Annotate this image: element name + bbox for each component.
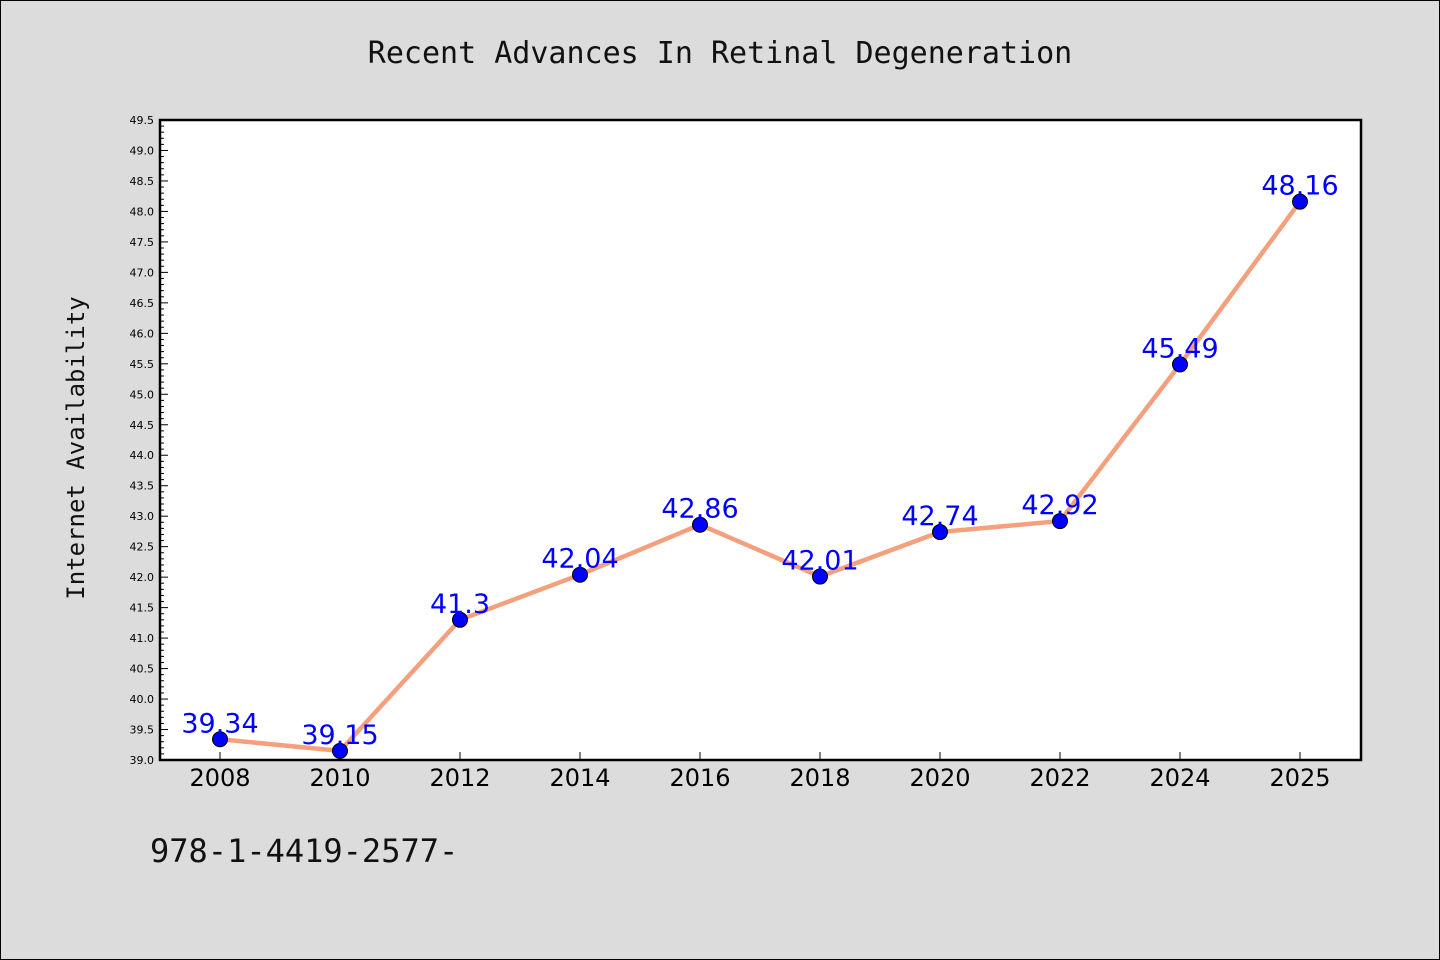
y-tick-label: 39.5 xyxy=(130,724,155,737)
x-tick-label: 2018 xyxy=(789,764,850,792)
y-tick-label: 47.0 xyxy=(130,266,155,279)
x-tick-label: 2024 xyxy=(1149,764,1210,792)
data-point-label: 42.92 xyxy=(1021,490,1098,521)
data-point-label: 42.74 xyxy=(901,501,978,532)
data-point-label: 41.3 xyxy=(430,589,490,620)
y-tick-label: 45.0 xyxy=(130,388,155,401)
x-tick-label: 2022 xyxy=(1029,764,1090,792)
y-tick-label: 39.0 xyxy=(130,754,155,767)
y-tick-label: 45.5 xyxy=(130,358,155,371)
data-point-marker xyxy=(932,524,948,541)
y-tick-label: 40.5 xyxy=(130,663,155,676)
y-tick-label: 47.5 xyxy=(130,236,155,249)
y-tick-label: 40.0 xyxy=(130,693,155,706)
data-point-marker xyxy=(1052,513,1068,530)
y-tick-label: 41.5 xyxy=(130,602,155,615)
x-tick-label: 2010 xyxy=(309,764,370,792)
x-tick-label: 2008 xyxy=(189,764,250,792)
x-tick-label: 2014 xyxy=(549,764,610,792)
data-point-marker xyxy=(812,568,828,585)
y-tick-label: 44.0 xyxy=(130,449,155,462)
x-axis: 2008 2010 2012 2014 2016 2018 2020 2022 2024 2025 xyxy=(189,752,1331,792)
y-axis-label: Internet Availability xyxy=(62,296,90,599)
y-tick-label: 42.5 xyxy=(130,541,155,554)
y-tick-label: 46.0 xyxy=(130,327,155,340)
data-markers xyxy=(212,193,1308,759)
y-tick-label: 44.5 xyxy=(130,419,155,432)
data-point-marker xyxy=(452,611,468,628)
data-point-label: 42.01 xyxy=(781,546,858,577)
data-point-label: 42.04 xyxy=(541,544,618,575)
x-tick-label: 2012 xyxy=(429,764,490,792)
y-tick-label: 43.5 xyxy=(130,480,155,493)
plot-area xyxy=(158,118,1363,762)
series-line xyxy=(219,200,1302,754)
data-point-marker xyxy=(212,731,228,748)
data-point-label: 48.16 xyxy=(1261,171,1338,202)
data-labels: 39.34 39.15 41.3 42.04 42.86 42.01 42.74 42.92 4… xyxy=(181,171,1338,751)
data-point-marker xyxy=(1292,193,1308,210)
data-point-marker xyxy=(332,742,348,759)
y-tick-label: 42.0 xyxy=(130,571,155,584)
data-point-label: 39.34 xyxy=(181,708,258,739)
y-axis: 39.0 39.5 40.0 40.5 41.0 41.5 42.0 42.5 43.0 43.5… xyxy=(130,114,168,767)
y-tick-label: 48.5 xyxy=(130,175,155,188)
chart-title: Recent Advances In Retinal Degeneration xyxy=(368,36,1072,71)
x-tick-label: 2016 xyxy=(669,764,730,792)
y-tick-label: 48.0 xyxy=(130,205,155,218)
data-point-label: 42.86 xyxy=(661,494,738,525)
y-tick-label: 49.0 xyxy=(130,144,155,157)
x-tick-label: 2025 xyxy=(1269,764,1330,792)
data-point-marker xyxy=(692,516,708,533)
y-tick-label: 46.5 xyxy=(130,297,155,310)
data-point-label: 45.49 xyxy=(1141,333,1218,364)
y-tick-label: 49.5 xyxy=(130,114,155,127)
y-tick-label: 41.0 xyxy=(130,632,155,645)
data-point-marker xyxy=(572,566,588,583)
data-point-label: 39.15 xyxy=(301,720,378,751)
footer-text: 978-1-4419-2577- xyxy=(150,832,459,870)
x-tick-label: 2020 xyxy=(909,764,970,792)
y-tick-label: 43.0 xyxy=(130,510,155,523)
data-point-marker xyxy=(1172,356,1188,373)
